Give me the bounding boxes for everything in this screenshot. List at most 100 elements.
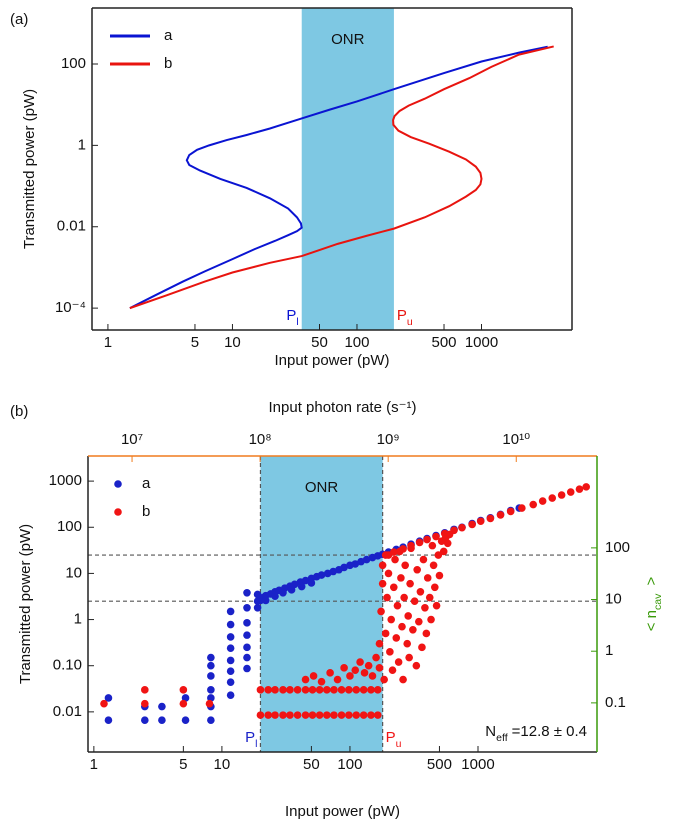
panel-label: (b) <box>10 403 28 420</box>
point <box>329 567 338 576</box>
point <box>407 541 415 550</box>
point <box>378 561 387 570</box>
point <box>271 711 279 719</box>
point <box>205 699 214 708</box>
point <box>381 551 390 559</box>
point <box>264 686 273 694</box>
point <box>360 669 369 677</box>
point <box>359 711 368 719</box>
point <box>271 686 279 694</box>
y2-axis-label-rest: > <box>643 576 660 589</box>
point <box>403 639 412 648</box>
point <box>386 648 394 656</box>
x-tick-label: 1 <box>104 334 112 351</box>
point <box>340 563 348 572</box>
x-tick-label: 10 <box>224 334 241 351</box>
point <box>330 711 338 719</box>
point <box>345 711 353 719</box>
point <box>425 593 434 602</box>
y2-tick-label: 1 <box>605 642 613 659</box>
point <box>468 520 476 529</box>
point <box>323 686 331 694</box>
point <box>226 667 235 676</box>
curve <box>129 45 554 310</box>
upper-threshold-sub: u <box>407 316 413 328</box>
point <box>207 661 215 670</box>
point <box>207 672 215 680</box>
point <box>401 561 409 570</box>
point <box>393 601 402 610</box>
upper-threshold-main: P <box>397 307 407 324</box>
point <box>566 488 575 496</box>
x-tick-label: 5 <box>179 756 187 773</box>
point <box>264 711 273 719</box>
lower-threshold-main: P <box>286 307 296 324</box>
y-tick-label: 1 <box>78 136 86 153</box>
point <box>243 653 251 662</box>
x-tick-label: 50 <box>311 334 328 351</box>
point <box>427 615 435 624</box>
point <box>279 686 287 694</box>
point <box>256 711 265 719</box>
point <box>261 596 270 605</box>
point <box>333 675 342 684</box>
legend-label: a <box>164 27 173 44</box>
point <box>506 507 515 516</box>
point <box>243 631 251 639</box>
point <box>373 711 382 719</box>
point <box>141 699 149 708</box>
legend-marker <box>114 508 122 516</box>
y-tick-label: 1000 <box>49 472 82 489</box>
point <box>141 686 149 694</box>
point <box>301 675 310 684</box>
point <box>286 686 294 694</box>
point <box>308 711 317 719</box>
point <box>387 615 396 624</box>
n-eff-note-main: N <box>485 723 496 740</box>
y-axis-label: Transmitted power (pW) <box>21 89 38 249</box>
lower-threshold: Pl <box>286 307 298 328</box>
point <box>243 619 251 627</box>
y-tick-label: 100 <box>61 55 86 72</box>
point <box>287 586 296 594</box>
point <box>518 504 526 512</box>
point <box>399 675 407 684</box>
point <box>226 678 235 686</box>
x2-tick-label: 10⁷ <box>121 431 143 448</box>
point <box>422 629 431 638</box>
point <box>158 716 166 724</box>
point <box>412 661 421 670</box>
point <box>415 538 424 547</box>
x2-tick-label: 10¹⁰ <box>502 431 530 448</box>
point <box>496 511 505 519</box>
n-eff-note: Neff =12.8 ± 0.4 <box>485 723 587 744</box>
point <box>181 694 190 702</box>
point <box>351 560 360 568</box>
point <box>400 593 408 602</box>
point <box>317 571 326 579</box>
point <box>352 686 361 694</box>
point <box>421 603 429 612</box>
point <box>389 583 398 592</box>
point <box>538 497 547 505</box>
point <box>419 555 428 564</box>
x-axis-label: Input power (pW) <box>274 352 389 369</box>
point <box>423 535 431 544</box>
point <box>100 699 108 708</box>
y-tick-label: 0.01 <box>57 218 86 235</box>
point <box>243 603 251 612</box>
point <box>271 592 279 601</box>
point <box>367 711 375 719</box>
point <box>384 569 393 578</box>
point <box>309 672 318 680</box>
point <box>293 711 302 719</box>
x-tick-label: 1000 <box>465 334 498 351</box>
x-tick-label: 1000 <box>461 756 494 773</box>
y-tick-label: 10 <box>65 564 82 581</box>
point <box>397 574 405 582</box>
point <box>226 691 235 699</box>
x-tick-label: 500 <box>427 756 452 773</box>
point <box>375 664 384 672</box>
lower-threshold-main: P <box>245 729 255 746</box>
y-tick-label: 0.01 <box>53 703 82 720</box>
